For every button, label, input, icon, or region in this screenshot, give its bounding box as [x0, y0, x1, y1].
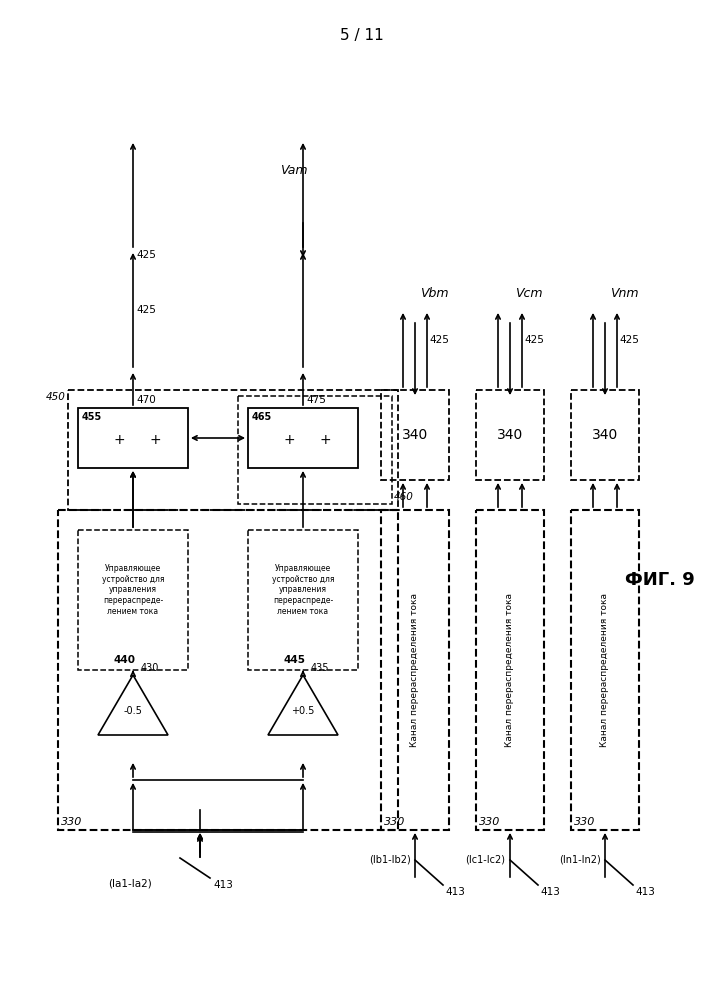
Text: ФИГ. 9: ФИГ. 9: [625, 571, 695, 589]
Text: Канал перераспределения тока: Канал перераспределения тока: [505, 593, 515, 747]
Text: 465: 465: [252, 412, 273, 422]
Bar: [381, 510, 449, 830]
Text: 413: 413: [635, 887, 655, 897]
Bar: [381, 390, 449, 480]
Text: 330: 330: [61, 817, 83, 827]
Text: +: +: [114, 433, 125, 447]
Bar: [58, 510, 398, 830]
Text: 330: 330: [384, 817, 405, 827]
Text: 425: 425: [136, 250, 156, 260]
Text: 445: 445: [284, 655, 306, 665]
Text: +: +: [149, 433, 161, 447]
Text: 330: 330: [574, 817, 595, 827]
Text: (In1-In2): (In1-In2): [559, 855, 601, 865]
Text: 425: 425: [136, 305, 156, 315]
Text: -0.5: -0.5: [123, 706, 142, 716]
Text: 435: 435: [311, 663, 329, 673]
Text: 330: 330: [479, 817, 500, 827]
Text: 475: 475: [306, 395, 326, 405]
Bar: [248, 408, 358, 468]
Text: Канал перераспределения тока: Канал перераспределения тока: [410, 593, 420, 747]
Text: 413: 413: [213, 880, 233, 890]
Text: 340: 340: [497, 428, 523, 442]
Bar: [78, 530, 188, 670]
Bar: [78, 408, 188, 468]
Text: 413: 413: [540, 887, 560, 897]
Text: 460: 460: [394, 492, 414, 502]
Text: (Ib1-Ib2): (Ib1-Ib2): [369, 855, 411, 865]
Text: 440: 440: [114, 655, 136, 665]
Bar: [571, 510, 639, 830]
Bar: [68, 390, 398, 510]
Text: +: +: [319, 433, 331, 447]
Text: Канал перераспределения тока: Канал перераспределения тока: [600, 593, 610, 747]
Text: Vcm: Vcm: [515, 287, 542, 300]
Text: 455: 455: [82, 412, 102, 422]
Text: Управляющее
устройство для
управления
перераспреде-
лением тока: Управляющее устройство для управления пе…: [102, 564, 165, 616]
Bar: [248, 530, 358, 670]
Polygon shape: [98, 675, 168, 735]
Text: 425: 425: [429, 335, 449, 345]
Text: Vbm: Vbm: [420, 287, 449, 300]
Bar: [476, 390, 544, 480]
Text: 450: 450: [46, 392, 66, 402]
Text: 340: 340: [402, 428, 428, 442]
Text: 470: 470: [136, 395, 156, 405]
Bar: [238, 396, 392, 504]
Text: Управляющее
устройство для
управления
перераспреде-
лением тока: Управляющее устройство для управления пе…: [272, 564, 334, 616]
Text: 430: 430: [141, 663, 160, 673]
Text: 425: 425: [524, 335, 544, 345]
Text: Vnm: Vnm: [610, 287, 639, 300]
Text: Vam: Vam: [280, 163, 307, 176]
Text: (Ic1-Ic2): (Ic1-Ic2): [465, 855, 505, 865]
Polygon shape: [268, 675, 338, 735]
Text: 340: 340: [592, 428, 618, 442]
Text: 425: 425: [619, 335, 639, 345]
Bar: [571, 390, 639, 480]
Text: 5 / 11: 5 / 11: [340, 28, 384, 43]
Text: +: +: [284, 433, 296, 447]
Bar: [476, 510, 544, 830]
Text: (Ia1-Ia2): (Ia1-Ia2): [108, 878, 152, 888]
Text: +0.5: +0.5: [291, 706, 315, 716]
Text: 413: 413: [445, 887, 465, 897]
